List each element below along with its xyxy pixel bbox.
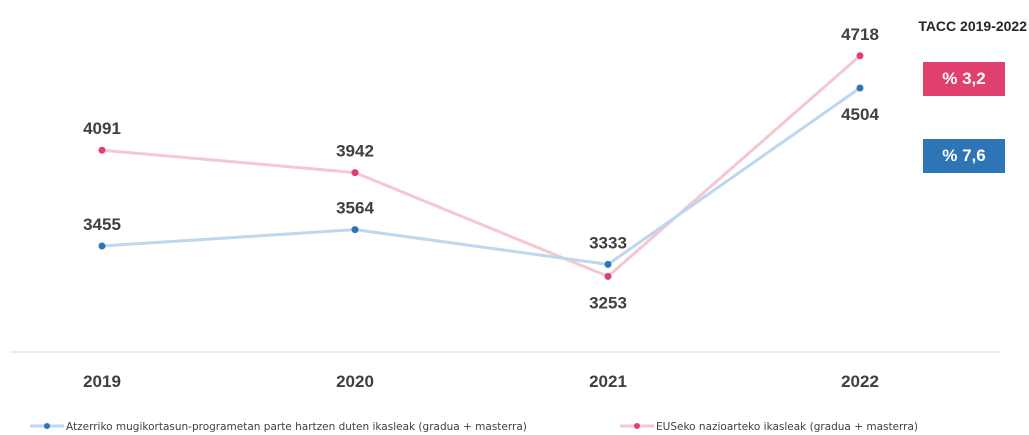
tacc-title: TACC 2019-2022 bbox=[918, 18, 1027, 34]
x-tick-label-2020: 2020 bbox=[336, 372, 374, 391]
tacc-badge-eus: % 3,2 bbox=[923, 62, 1005, 96]
data-label-s0-2019: 3455 bbox=[83, 215, 121, 234]
data-point-s1-2022 bbox=[856, 52, 864, 60]
data-label-s0-2021: 3333 bbox=[589, 233, 627, 252]
legend: Atzerriko mugikortasun-programetan parte… bbox=[30, 421, 918, 433]
legend-label-1: EUSeko nazioarteko ikasleak (gradua + ma… bbox=[656, 421, 918, 433]
data-label-s1-2021: 3253 bbox=[589, 293, 627, 312]
data-point-s0-2019 bbox=[98, 242, 106, 250]
x-tick-label-2022: 2022 bbox=[841, 372, 879, 391]
data-label-s0-2020: 3564 bbox=[336, 199, 374, 218]
series-line-1 bbox=[101, 54, 861, 278]
data-point-s1-2020 bbox=[351, 169, 359, 177]
legend-label-0: Atzerriko mugikortasun-programetan parte… bbox=[66, 421, 527, 433]
data-point-s1-2021 bbox=[604, 272, 612, 280]
data-label-s1-2020: 3942 bbox=[336, 142, 374, 161]
data-label-s1-2019: 4091 bbox=[83, 119, 121, 138]
data-point-s1-2019 bbox=[98, 146, 106, 154]
x-tick-label-2019: 2019 bbox=[83, 372, 121, 391]
tacc-badge-mobility: % 7,6 bbox=[923, 139, 1005, 173]
legend-swatch-marker-1 bbox=[634, 423, 640, 429]
data-point-s0-2021 bbox=[604, 260, 612, 268]
data-point-s0-2020 bbox=[351, 226, 359, 234]
series-line-0 bbox=[101, 86, 861, 266]
data-label-s1-2022: 4718 bbox=[841, 25, 879, 44]
data-label-s0-2022: 4504 bbox=[841, 105, 879, 124]
data-point-s0-2022 bbox=[856, 84, 864, 92]
legend-swatch-marker-0 bbox=[44, 423, 50, 429]
x-tick-label-2021: 2021 bbox=[589, 372, 627, 391]
